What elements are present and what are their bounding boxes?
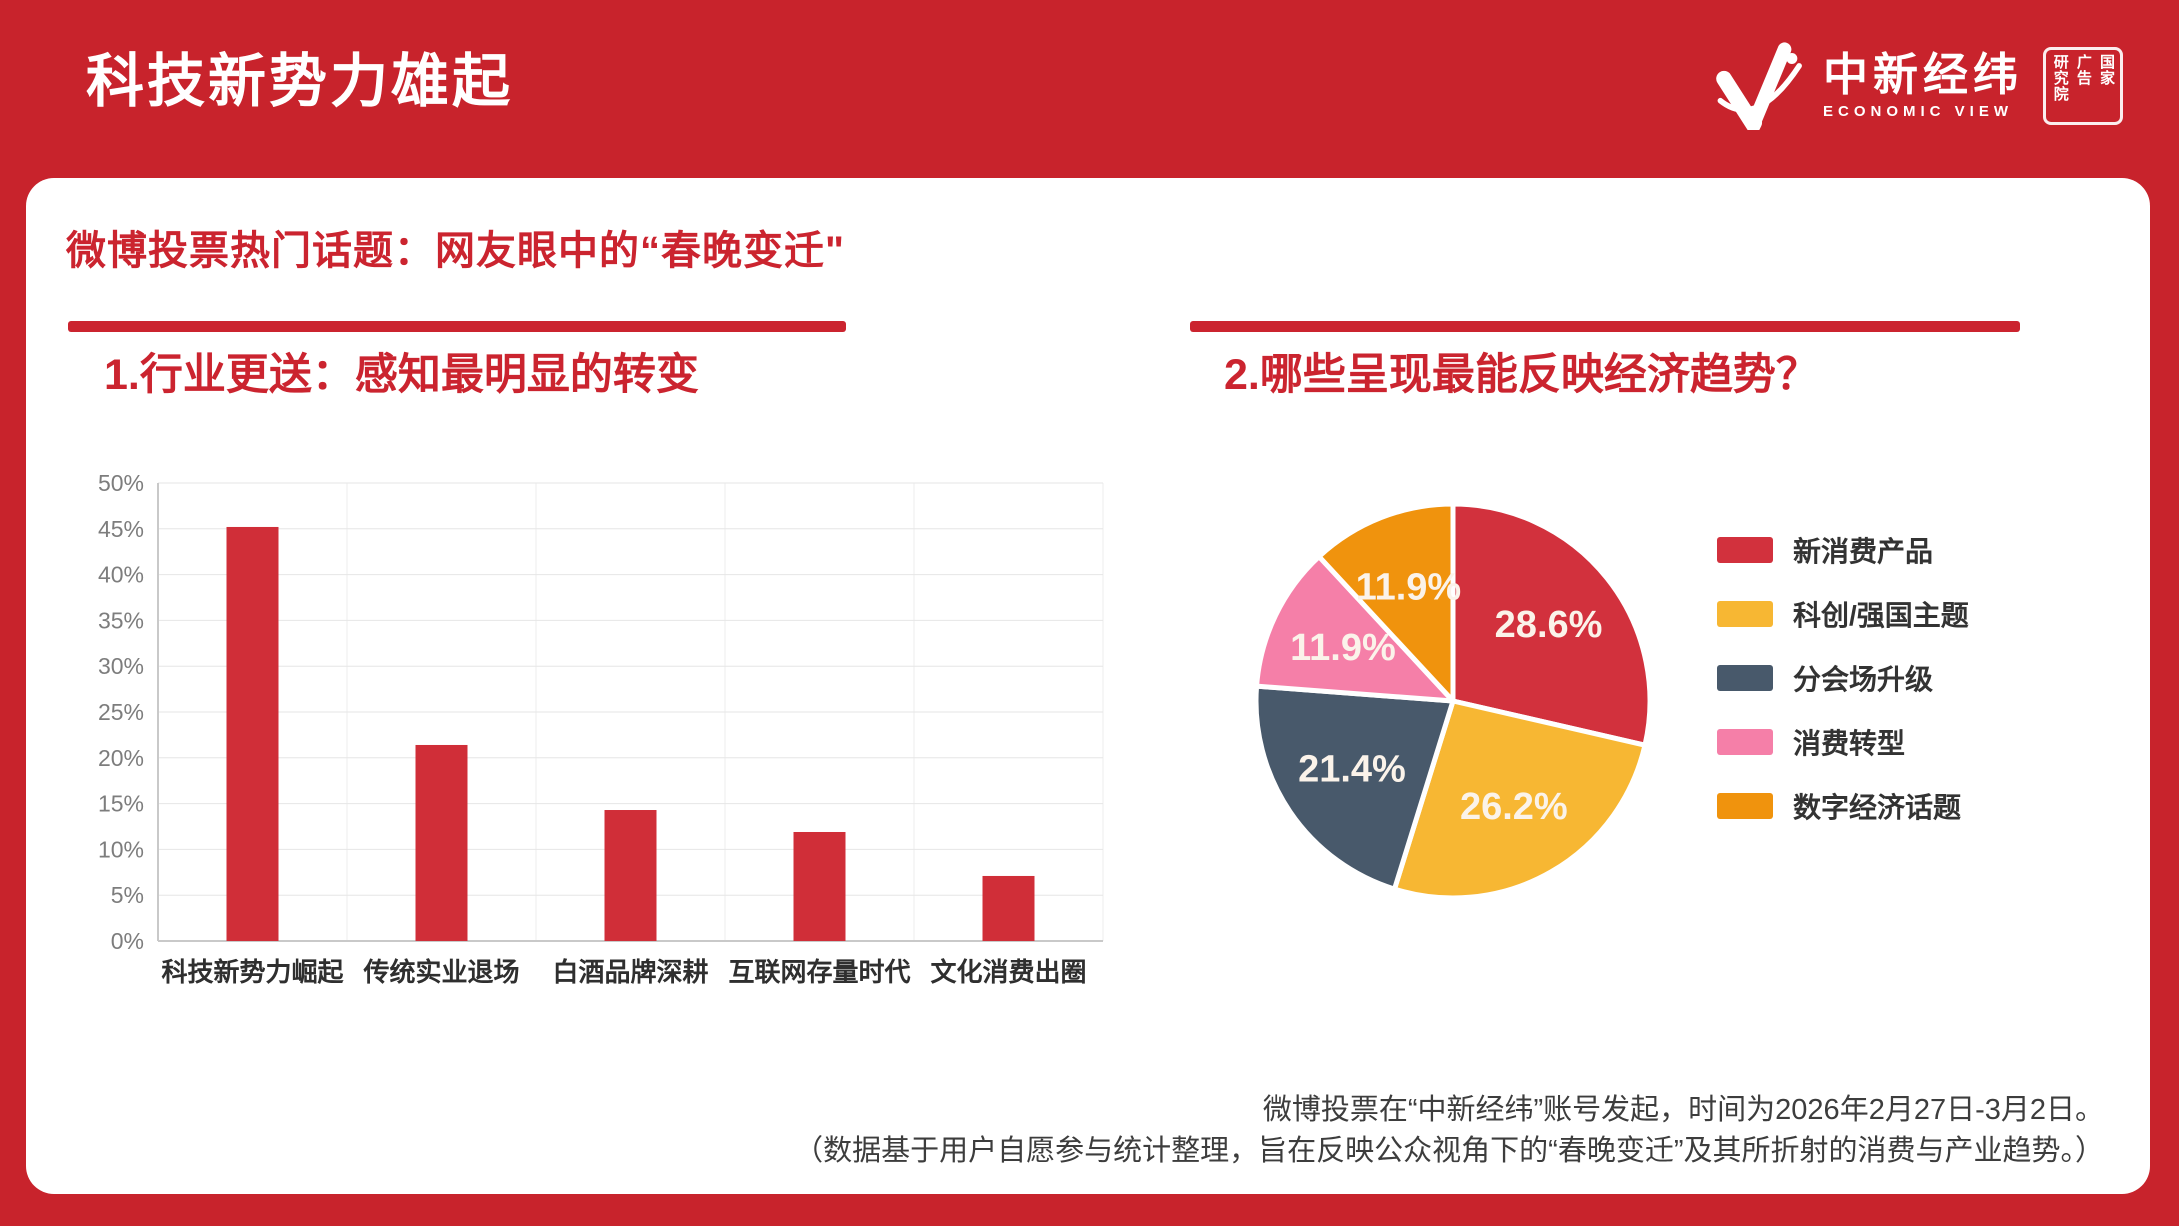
pie-slice	[1450, 501, 1653, 748]
legend-item: 数字经济话题	[1717, 790, 1969, 823]
y-axis-tick-label: 50%	[98, 471, 144, 496]
bar	[415, 744, 468, 941]
legend-label: 分会场升级	[1793, 664, 1934, 695]
brand-seal-icon: 国家 广告 研究院	[2043, 47, 2123, 125]
legend-swatch	[1717, 729, 1773, 755]
legend-label: 消费转型	[1793, 728, 1906, 759]
y-axis-tick-label: 10%	[98, 836, 144, 862]
pie-slice-label: 28.6%	[1495, 604, 1603, 646]
bar	[982, 875, 1035, 941]
y-axis-tick-label: 5%	[111, 882, 144, 908]
legend-swatch	[1717, 665, 1773, 691]
x-axis-category-label: 白酒品牌深耕	[552, 957, 708, 987]
right-section-heading: 2.哪些呈现最能反映经济趋势？	[1224, 351, 1819, 399]
subtitle: 微博投票热门话题：网友眼中的“春晚变迁"	[66, 229, 845, 273]
brand-name-cn: 中新经纬	[1822, 49, 2023, 100]
bar	[604, 810, 657, 941]
legend-swatch	[1717, 601, 1773, 627]
footnote-line1: 微博投票在“中新经纬”账号发起，时间为2026年2月27日-3月2日。	[1262, 1093, 2104, 1126]
bar	[793, 831, 846, 941]
y-axis-tick-label: 15%	[98, 791, 144, 817]
legend-item: 新消费产品	[1717, 534, 1969, 567]
y-axis-tick-label: 40%	[98, 562, 144, 588]
legend-item: 科创/强国主题	[1717, 598, 1969, 631]
y-axis-tick-label: 45%	[98, 516, 144, 542]
pie-slice-label: 21.4%	[1298, 749, 1406, 791]
legend-item: 消费转型	[1717, 726, 1969, 759]
legend-label: 科创/强国主题	[1793, 600, 1969, 631]
legend-label: 数字经济话题	[1793, 792, 1962, 823]
economic-view-logo-icon	[1716, 42, 1802, 130]
x-axis-category-label: 科技新势力崛起	[161, 957, 344, 987]
pie-slice	[1254, 554, 1456, 704]
page-title: 科技新势力雄起	[86, 49, 514, 114]
seal-column: 国家	[2098, 54, 2115, 86]
y-axis-tick-label: 35%	[98, 607, 144, 633]
y-axis-tick-label: 30%	[98, 653, 144, 679]
pie-legend: 新消费产品科创/强国主题 分会场升级消费转型数字经济话题	[1717, 534, 1969, 854]
y-axis-tick-label: 20%	[98, 745, 144, 771]
bar	[226, 526, 279, 941]
x-axis-category-label: 文化消费出圈	[930, 957, 1086, 987]
pie-slice-label: 26.2%	[1460, 786, 1568, 828]
footnote: 微博投票在“中新经纬”账号发起，时间为2026年2月27日-3月2日。 （数据基…	[794, 1090, 2104, 1172]
left-section-heading: 1.行业更送：感知最明显的转变	[104, 351, 699, 399]
pie-slice	[1316, 501, 1456, 704]
content-card: 微博投票热门话题：网友眼中的“春晚变迁" 1.行业更送：感知最明显的转变 2.哪…	[26, 178, 2150, 1194]
brand-wordmark: 中新经纬 ECONOMIC VIEW	[1823, 52, 2023, 120]
legend-item: 分会场升级	[1717, 662, 1969, 695]
pie-chart: 28.6% 26.2% 21.4% 11.9% 11.9%	[1253, 501, 1653, 901]
left-section-divider	[68, 321, 846, 332]
brand-logo: 中新经纬 ECONOMIC VIEW 国家 广告 研究院	[1711, 42, 2123, 130]
y-axis-tick-label: 25%	[98, 699, 144, 725]
legend-swatch	[1717, 537, 1773, 563]
x-axis-category-label: 传统实业退场	[362, 957, 519, 987]
pie-slice-label: 11.9%	[1356, 566, 1462, 608]
x-axis-category-label: 互联网存量时代	[728, 957, 910, 987]
bar-chart: 0% 5% 10% 15% 20% 25% 30% 35% 40% 45% 50% 科技新势力崛起 传统…	[98, 471, 1104, 987]
right-section-divider	[1190, 321, 2020, 332]
brand-name-en: ECONOMIC VIEW	[1822, 103, 2013, 120]
legend-swatch	[1717, 793, 1773, 819]
footnote-line2: （数据基于用户自愿参与统计整理，旨在反映公众视角下的“春晚变迁”及其所折射的消费…	[794, 1134, 2104, 1167]
y-axis-tick-label: 0%	[111, 928, 144, 954]
seal-column: 研究院	[2051, 54, 2069, 102]
legend-label: 新消费产品	[1793, 536, 1934, 567]
seal-column: 广告	[2074, 54, 2092, 86]
pie-slice-label: 11.9%	[1290, 627, 1396, 669]
pie-slice	[1253, 683, 1456, 892]
pie-slice	[1391, 698, 1648, 901]
